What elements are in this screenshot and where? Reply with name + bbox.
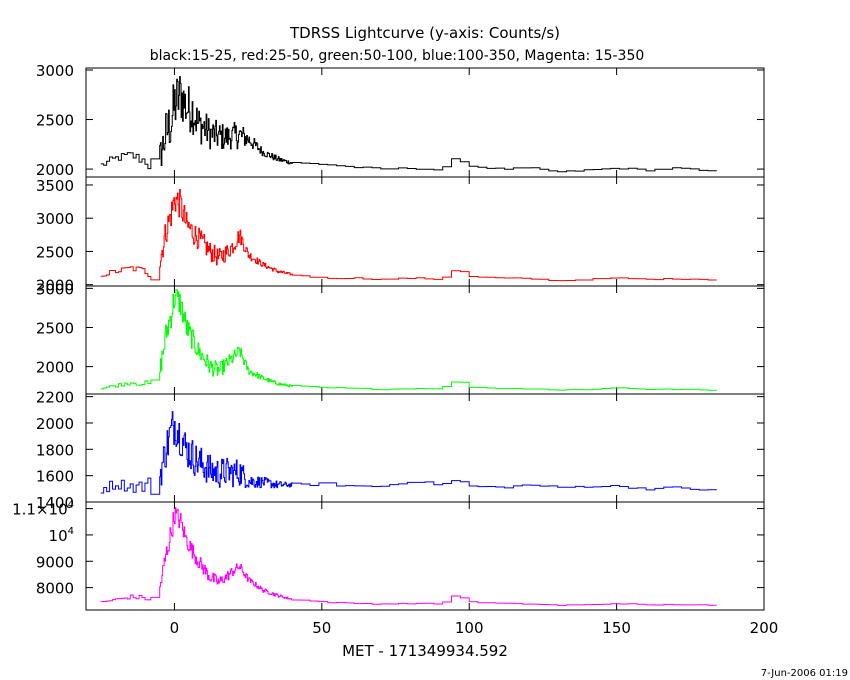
x-tick-label: 100: [455, 619, 484, 637]
panel-2: 2000 2500 3000 3500: [36, 176, 765, 295]
lightcurve-series: [100, 76, 717, 173]
y-tick-label: 1600: [36, 468, 74, 486]
y-tick-label: 2000: [36, 161, 74, 179]
panel-3: 2000 2500 3000: [36, 280, 765, 395]
y-tick-label: 1400: [36, 494, 74, 512]
y-tick-label: 2500: [36, 319, 74, 337]
x-axis-label: MET - 171349934.592: [342, 642, 508, 660]
panel-frame: [85, 176, 765, 287]
panel-frame: [85, 285, 765, 395]
y-tick-label: 2000: [36, 277, 74, 295]
y-tick-label: 2000: [36, 415, 74, 433]
y-tick-label: 3500: [36, 177, 74, 195]
panel-frame: [85, 67, 765, 178]
x-tick-label: 150: [602, 619, 631, 637]
chart-subtitle: black:15-25, red:25-50, green:50-100, bl…: [150, 48, 645, 64]
y-tick-label: 9000: [36, 553, 74, 571]
x-tick-label: 0: [170, 619, 180, 637]
lightcurve-series: [100, 507, 717, 606]
y-tick-label: 2500: [36, 243, 74, 261]
y-tick-label: 2500: [36, 112, 74, 130]
y-tick-label: 3000: [36, 210, 74, 228]
y-tick-label: 1800: [36, 441, 74, 459]
x-tick-label: 50: [312, 619, 331, 637]
panels-group: 2000250030002000250030003500200025003000…: [12, 62, 765, 611]
lightcurve-series: [100, 189, 717, 282]
y-tick-label: 3000: [36, 280, 74, 298]
panel-4: 1400 1600 1800 2000 2200: [36, 389, 765, 512]
y-tick-label: 104: [49, 526, 74, 545]
panel-frame: [85, 393, 765, 503]
timestamp-footer: 7-Jun-2006 01:19: [761, 668, 848, 679]
y-tick-label: 8000: [36, 580, 74, 598]
panel-frame: [85, 501, 765, 611]
lightcurve-series: [100, 289, 717, 391]
panel-5: 8000 9000 104 1.1×104: [12, 500, 765, 611]
x-tick-label: 200: [750, 619, 779, 637]
panel-1: 2000 2500 3000: [36, 62, 765, 179]
y-tick-label: 1.1×104: [12, 500, 74, 519]
y-tick-label: 3000: [36, 62, 74, 80]
chart-title: TDRSS Lightcurve (y-axis: Counts/s): [289, 24, 560, 42]
x-axis: 0 50 100 150 200: [170, 619, 779, 637]
y-tick-label: 2000: [36, 359, 74, 377]
lightcurve-series: [100, 411, 717, 495]
y-tick-label: 2200: [36, 389, 74, 407]
